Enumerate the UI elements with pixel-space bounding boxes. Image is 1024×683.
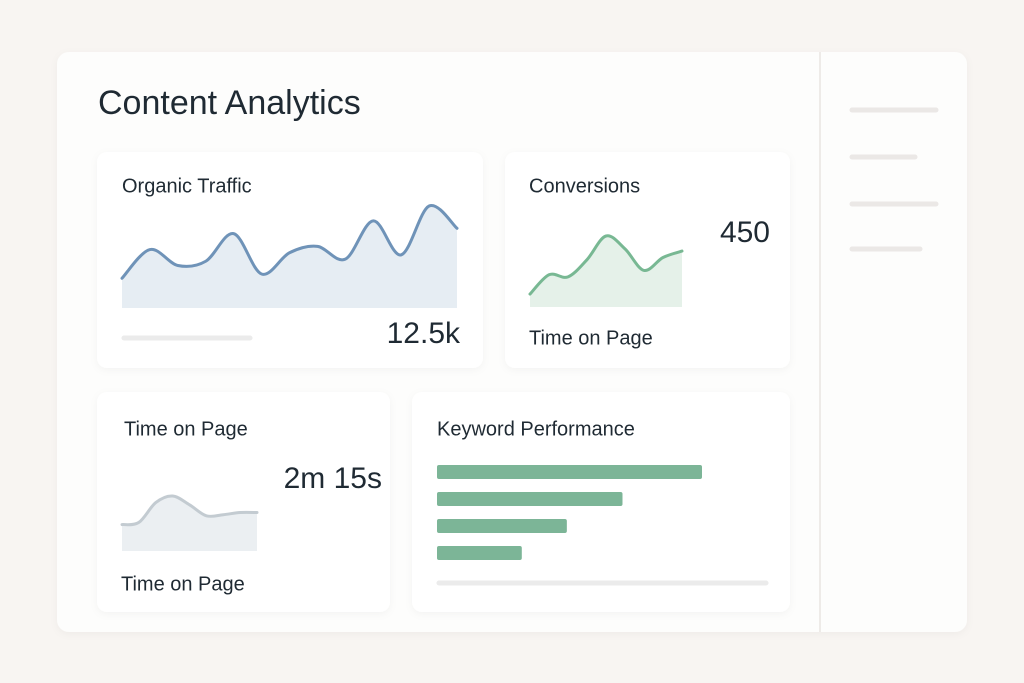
card: [505, 152, 790, 368]
sparkline-area: [122, 205, 457, 308]
card-title: Keyword Performance: [437, 418, 635, 440]
sparkline: [120, 204, 459, 280]
metric-value: 450: [720, 216, 770, 249]
card-title: Organic Traffic: [122, 175, 252, 197]
metric-value: 12.5k: [387, 317, 461, 350]
sparkline: [120, 494, 259, 527]
sparkline-area: [530, 235, 682, 307]
sparkline: [528, 234, 684, 296]
sidebar: [849, 107, 939, 252]
keyword-bar: [437, 465, 702, 479]
sparkline-area: [122, 495, 257, 551]
card-title: Time on Page: [124, 418, 248, 440]
card-label: Time on Page: [121, 573, 245, 595]
keyword-bar: [437, 519, 567, 533]
keyword-bar: [437, 546, 522, 560]
page-title: Content Analytics: [98, 84, 361, 122]
card-label: Time on Page: [529, 327, 653, 349]
keyword-bar: [437, 492, 623, 506]
card: [97, 392, 390, 612]
metric-value: 2m 15s: [284, 462, 382, 495]
card-title: Conversions: [529, 175, 640, 197]
